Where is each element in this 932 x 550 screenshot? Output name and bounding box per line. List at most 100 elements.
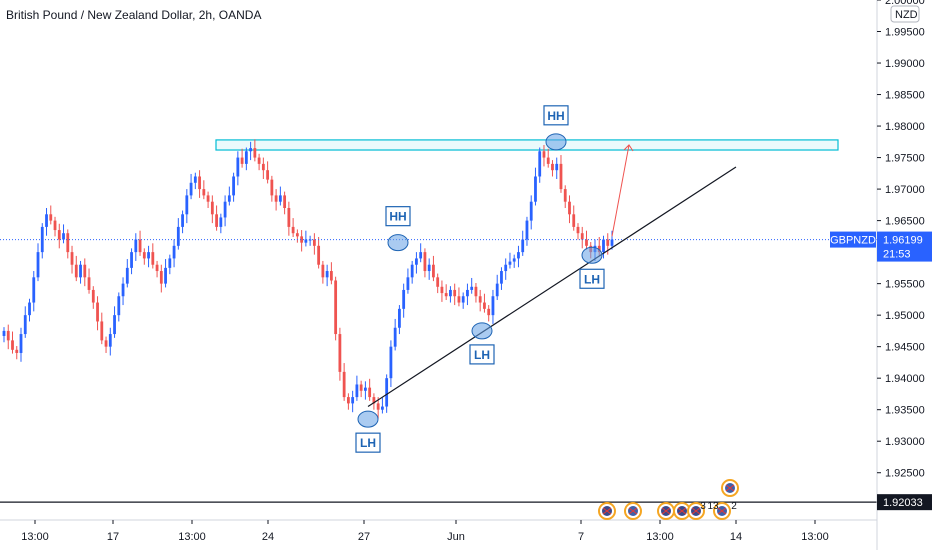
candle-body bbox=[164, 267, 167, 284]
x-tick-label: 14 bbox=[730, 531, 742, 543]
candle-body bbox=[555, 163, 559, 171]
candle-body bbox=[244, 151, 248, 164]
resistance-zone-rect bbox=[215, 139, 839, 151]
candle-body bbox=[79, 264, 82, 278]
candle-body bbox=[181, 214, 184, 227]
candle-body bbox=[423, 252, 427, 272]
candle-body bbox=[2, 330, 6, 336]
candle-body bbox=[96, 302, 99, 322]
last-price-label: 1.96199 bbox=[883, 235, 923, 247]
candle-body bbox=[355, 384, 359, 398]
swing-label: LH bbox=[360, 436, 376, 450]
gbp-flag-icon bbox=[677, 507, 687, 515]
candle-body bbox=[215, 214, 218, 227]
candle-body bbox=[329, 271, 333, 281]
candle-body bbox=[563, 189, 567, 202]
candle-body bbox=[551, 163, 554, 171]
candle-body bbox=[278, 195, 282, 202]
candle-body bbox=[176, 226, 180, 246]
currency-badge-label: NZD bbox=[895, 9, 918, 21]
candle-body bbox=[542, 151, 546, 158]
candle-body bbox=[125, 267, 129, 284]
candle-body bbox=[312, 239, 316, 246]
candle-body bbox=[334, 280, 338, 335]
candle-body bbox=[585, 239, 588, 246]
candle-body bbox=[130, 252, 133, 268]
candle-body bbox=[580, 233, 584, 240]
candle-body bbox=[436, 277, 440, 287]
candle-body bbox=[270, 179, 274, 196]
candle-body bbox=[483, 302, 486, 309]
horizontal-line-tag bbox=[877, 494, 932, 511]
candle-body bbox=[504, 264, 508, 272]
candle-body bbox=[470, 286, 474, 290]
candle-body bbox=[398, 308, 401, 328]
candle-body bbox=[189, 182, 193, 196]
candle-body bbox=[321, 264, 325, 278]
symbol-tag bbox=[830, 231, 876, 248]
candle-body bbox=[172, 245, 176, 259]
candle-body bbox=[389, 346, 393, 379]
candle-body bbox=[572, 214, 576, 227]
candle-body bbox=[70, 252, 74, 265]
candle-body bbox=[117, 296, 121, 316]
candle-body bbox=[11, 340, 14, 350]
y-tick-label: 1.95000 bbox=[885, 310, 925, 322]
candle-body bbox=[219, 217, 223, 227]
candle-body bbox=[53, 220, 57, 231]
candle-body bbox=[198, 176, 201, 190]
candle-body bbox=[381, 406, 384, 410]
candle-body bbox=[168, 258, 172, 268]
candle-body bbox=[66, 233, 70, 253]
candle-body bbox=[236, 157, 240, 177]
candle-body bbox=[74, 264, 78, 278]
candle-body bbox=[100, 321, 104, 341]
candle-body bbox=[466, 289, 469, 297]
candle-body bbox=[385, 378, 389, 407]
candle-body bbox=[368, 387, 372, 398]
candle-body bbox=[49, 214, 53, 221]
candle-body bbox=[406, 277, 410, 290]
candle-body bbox=[359, 384, 363, 391]
candle-body bbox=[393, 327, 397, 347]
nzd-flag-icon bbox=[717, 507, 727, 515]
candle-body bbox=[257, 157, 261, 164]
candle-body bbox=[19, 334, 23, 353]
candle-body bbox=[227, 195, 231, 202]
x-tick-label: 24 bbox=[262, 531, 274, 543]
y-tick-label: 1.97000 bbox=[885, 184, 925, 196]
candle-body bbox=[202, 189, 206, 196]
y-tick-label: 2.00000 bbox=[885, 0, 925, 7]
symbol-tag-label: GBPNZD bbox=[830, 235, 876, 247]
candle-body bbox=[432, 264, 435, 278]
candle-body bbox=[508, 261, 512, 265]
candle-body bbox=[325, 271, 329, 278]
candle-body bbox=[32, 277, 36, 303]
candle-body bbox=[142, 252, 146, 259]
event-count: 3 bbox=[700, 501, 706, 512]
candle-body bbox=[415, 258, 418, 265]
candle-body bbox=[317, 245, 321, 265]
nzd-flag-icon bbox=[628, 507, 638, 515]
event-count: 13 bbox=[707, 501, 719, 512]
candle-body bbox=[440, 286, 444, 294]
candle-body bbox=[223, 201, 227, 218]
y-tick-label: 1.95500 bbox=[885, 279, 925, 291]
candle-body bbox=[155, 264, 159, 272]
y-tick-label: 1.96500 bbox=[885, 216, 925, 228]
candle-body bbox=[478, 296, 482, 303]
candle-body bbox=[295, 233, 299, 237]
x-tick-label: 13:00 bbox=[646, 531, 674, 543]
candle-body bbox=[232, 176, 235, 196]
candle-body bbox=[287, 208, 291, 227]
chart-title: British Pound / New Zealand Dollar, 2h, … bbox=[6, 8, 262, 22]
event-icons: 3 13 2 bbox=[598, 479, 739, 520]
candle-body bbox=[597, 245, 601, 253]
candle-body bbox=[36, 252, 40, 278]
candle-body bbox=[495, 283, 499, 297]
candle-body bbox=[500, 271, 503, 284]
x-tick-label: Jun bbox=[447, 531, 465, 543]
candle-body bbox=[351, 397, 355, 404]
candle-body bbox=[419, 252, 423, 259]
